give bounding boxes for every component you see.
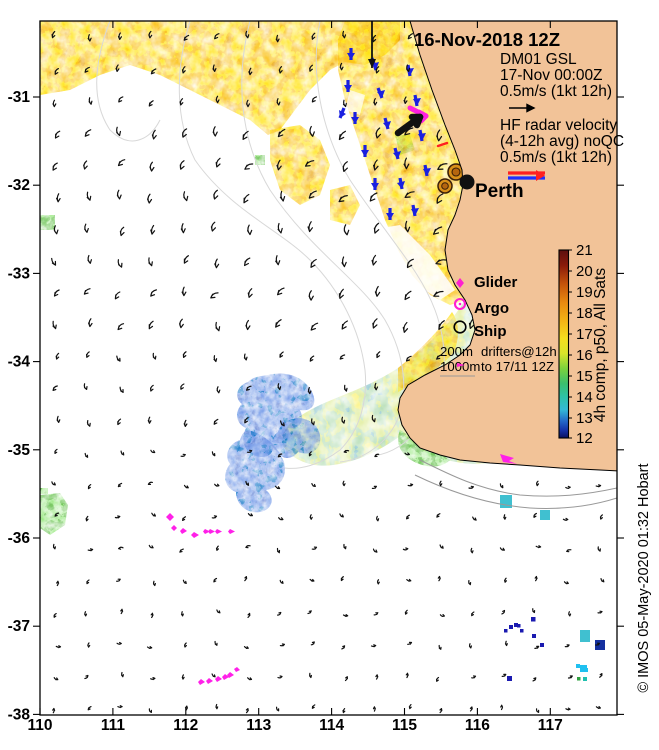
svg-text:to 17/11 12Z: to 17/11 12Z <box>481 359 554 374</box>
svg-text:111: 111 <box>101 717 126 734</box>
svg-text:12: 12 <box>576 430 593 447</box>
svg-text:-37: -37 <box>8 618 30 635</box>
svg-text:-35: -35 <box>8 442 31 459</box>
svg-text:18: 18 <box>576 305 593 322</box>
svg-text:DM01 GSL: DM01 GSL <box>500 51 577 68</box>
svg-text:17: 17 <box>576 326 593 343</box>
svg-text:13: 13 <box>576 410 593 427</box>
svg-text:112: 112 <box>173 717 198 734</box>
svg-text:17-Nov 00:00Z: 17-Nov 00:00Z <box>500 67 603 84</box>
svg-text:-33: -33 <box>8 265 31 282</box>
svg-text:-36: -36 <box>8 530 31 547</box>
svg-text:0.5m/s (1kt 12h): 0.5m/s (1kt 12h) <box>500 149 612 166</box>
svg-text:16: 16 <box>576 347 593 364</box>
svg-text:115: 115 <box>392 717 417 734</box>
svg-text:-32: -32 <box>8 177 30 194</box>
svg-text:200m: 200m <box>440 344 473 359</box>
svg-text:© IMOS 05-May-2020 01:32 Hobar: © IMOS 05-May-2020 01:32 Hobart <box>636 463 652 692</box>
svg-text:-31: -31 <box>8 89 31 106</box>
svg-text:113: 113 <box>246 717 271 734</box>
svg-text:116: 116 <box>465 717 490 734</box>
svg-text:Perth: Perth <box>475 181 524 202</box>
svg-text:drifters@12h: drifters@12h <box>481 344 557 359</box>
svg-text:110: 110 <box>27 717 52 734</box>
svg-text:15: 15 <box>576 368 593 385</box>
svg-text:Glider: Glider <box>474 274 518 291</box>
svg-text:114: 114 <box>319 717 344 734</box>
svg-text:Ship: Ship <box>474 323 507 340</box>
svg-text:19: 19 <box>576 284 593 301</box>
svg-text:HF radar velocity: HF radar velocity <box>500 117 617 134</box>
svg-text:Argo: Argo <box>474 300 509 317</box>
svg-text:16-Nov-2018 12Z: 16-Nov-2018 12Z <box>414 29 560 50</box>
svg-text:0.5m/s (1kt 12h): 0.5m/s (1kt 12h) <box>500 83 612 100</box>
svg-text:1000m: 1000m <box>440 359 480 374</box>
svg-text:-34: -34 <box>8 354 31 371</box>
svg-text:4h comp, p50, All Sats: 4h comp, p50, All Sats <box>592 268 609 422</box>
svg-text:-38: -38 <box>8 706 31 723</box>
svg-text:117: 117 <box>538 717 563 734</box>
svg-text:20: 20 <box>576 263 593 280</box>
svg-text:14: 14 <box>576 389 593 406</box>
svg-text:(4-12h avg) noQC: (4-12h avg) noQC <box>500 133 624 150</box>
svg-text:21: 21 <box>576 242 593 259</box>
